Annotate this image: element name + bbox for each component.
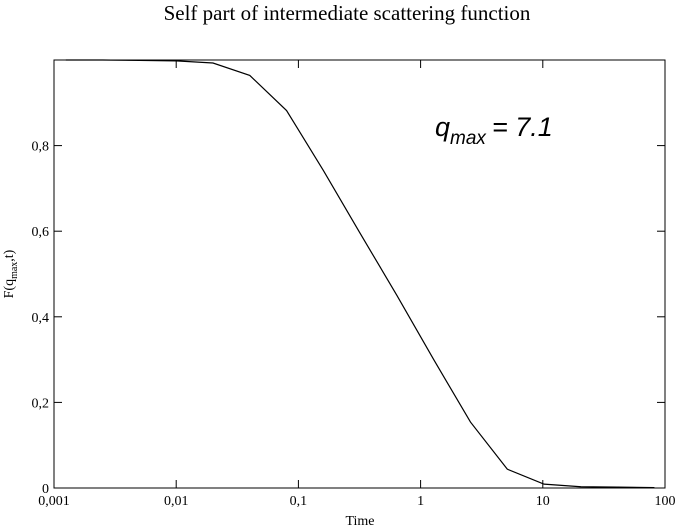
x-tick-label: 0,01 — [164, 494, 189, 509]
x-axis-label: Time — [345, 514, 374, 529]
x-tick-label: 0,1 — [290, 494, 308, 509]
y-tick-label: 0,6 — [32, 225, 50, 240]
y-tick-label: 0,4 — [32, 311, 50, 326]
y-label-main: F(q — [2, 279, 17, 298]
x-tick-label: 10 — [536, 494, 550, 509]
y-label-tail: ,t) — [2, 249, 17, 261]
annotation-symbol: q — [435, 112, 450, 142]
plot-frame — [53, 59, 666, 489]
x-tick-label: 100 — [655, 494, 676, 509]
x-tick-label: 1 — [417, 494, 424, 509]
y-label-subscript: max — [9, 262, 20, 279]
y-axis-label: F(qmax,t) — [2, 249, 20, 298]
y-tick-label: 0,2 — [32, 396, 50, 411]
y-tick-label: 0,8 — [32, 140, 50, 155]
annotation-subscript: max — [450, 128, 487, 149]
y-tick-label: 0 — [42, 482, 49, 497]
x-tick-label: 0,001 — [38, 494, 70, 509]
annotation-text: = 7.1 — [492, 112, 553, 142]
chart-title: Self part of intermediate scattering fun… — [164, 1, 531, 25]
annotation: qmax = 7.1 — [435, 112, 553, 149]
data-line — [65, 59, 655, 489]
